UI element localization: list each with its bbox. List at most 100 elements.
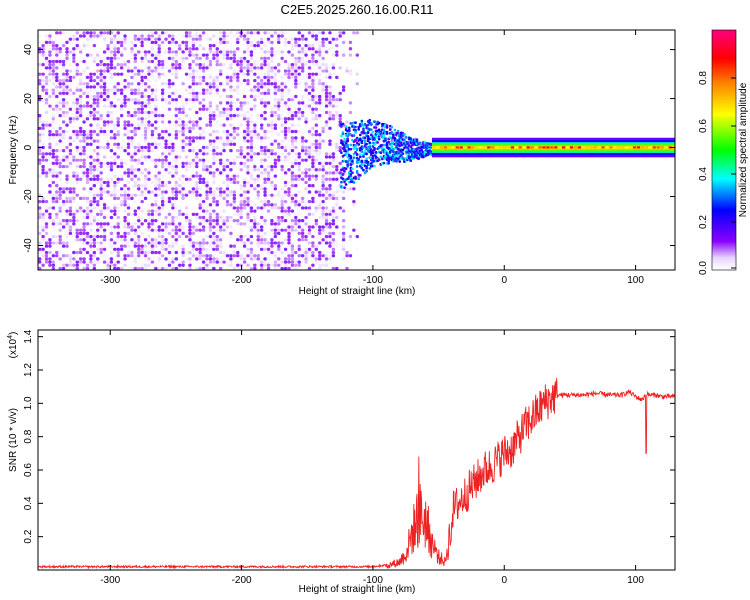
heatmap-cell: [311, 59, 315, 64]
heatmap-cell: [300, 110, 305, 115]
heatmap-cell: [195, 82, 199, 86]
heatmap-cell: [225, 133, 230, 137]
heatmap-cell: [249, 120, 254, 124]
heatmap-cell: [133, 53, 138, 57]
heatmap-cell: [218, 43, 223, 48]
heatmap-cell: [232, 203, 237, 207]
heatmap-cell: [358, 153, 362, 156]
heatmap-cell: [318, 142, 322, 146]
heatmap-cell: [270, 193, 274, 197]
heatmap-cell: [283, 193, 288, 197]
heatmap-cell: [154, 31, 158, 35]
heatmap-cell: [249, 50, 254, 54]
heatmap-cell: [215, 145, 219, 150]
heatmap-cell: [123, 257, 127, 261]
heatmap-cell: [99, 101, 103, 105]
heatmap-cell: [331, 206, 336, 210]
heatmap-cell: [534, 146, 538, 149]
heatmap-cell: [212, 180, 216, 185]
heatmap-cell: [188, 75, 192, 79]
heatmap-cell: [106, 142, 110, 146]
heatmap-cell: [157, 63, 161, 67]
heatmap-cell: [150, 250, 155, 255]
heatmap-cell: [294, 129, 298, 134]
heatmap-cell: [167, 215, 172, 220]
heatmap-cell: [246, 139, 250, 143]
heatmap-cell: [191, 149, 196, 153]
heatmap-cell: [201, 101, 206, 105]
heatmap-cell: [195, 126, 199, 130]
heatmap-cell: [150, 219, 155, 223]
heatmap-cell: [201, 177, 206, 181]
heatmap-cell: [379, 155, 383, 159]
heatmap-cell: [256, 136, 260, 140]
heatmap-cell: [191, 161, 196, 165]
heatmap-cell: [345, 260, 349, 264]
heatmap-cell: [38, 120, 42, 124]
heatmap-cell: [102, 187, 107, 191]
heatmap-cell: [318, 257, 322, 261]
heatmap-cell: [205, 168, 209, 172]
heatmap-cell: [65, 231, 69, 235]
heatmap-cell: [270, 152, 274, 156]
heatmap-cell: [75, 266, 79, 270]
heatmap-cell: [212, 238, 216, 242]
heatmap-cell: [208, 66, 213, 70]
heatmap-cell: [236, 91, 240, 95]
heatmap-cell: [116, 82, 120, 86]
heatmap-cell: [55, 75, 59, 79]
heatmap-cell: [328, 187, 332, 191]
heatmap-cell: [75, 66, 79, 70]
heatmap-cell: [140, 69, 144, 73]
heatmap-cell: [328, 155, 332, 159]
heatmap-cell: [58, 212, 62, 216]
heatmap-cell: [178, 209, 182, 213]
heatmap-cell: [201, 228, 206, 232]
heatmap-cell: [253, 94, 257, 99]
heatmap-cell: [41, 155, 45, 159]
heatmap-cell: [126, 107, 131, 111]
heatmap-cell: [157, 142, 161, 146]
heatmap-cell: [72, 75, 76, 79]
heatmap-cell: [178, 212, 182, 216]
heatmap-cell: [55, 47, 59, 51]
heatmap-cell: [208, 142, 213, 146]
heatmap-cell: [164, 222, 168, 226]
heatmap-cell: [205, 209, 209, 213]
heatmap-cell: [328, 98, 332, 102]
heatmap-cell: [68, 212, 73, 216]
heatmap-cell: [48, 257, 52, 261]
heatmap-cell: [331, 241, 336, 245]
heatmap-cell: [116, 145, 120, 150]
heatmap-cell: [467, 146, 471, 149]
heatmap-cell: [355, 247, 359, 251]
heatmap-cell: [609, 146, 613, 149]
heatmap-cell: [164, 98, 168, 102]
heatmap-cell: [154, 158, 158, 162]
heatmap-cell: [82, 209, 86, 213]
heatmap-cell: [352, 156, 356, 159]
heatmap-cell: [304, 88, 308, 92]
heatmap-cell: [174, 136, 178, 140]
heatmap-cell: [297, 222, 301, 226]
heatmap-cell: [357, 158, 361, 162]
heatmap-cell: [89, 238, 93, 242]
heatmap-cell: [283, 136, 288, 140]
heatmap-cell: [297, 72, 301, 76]
heatmap-cell: [119, 161, 124, 165]
heatmap-cell: [106, 168, 110, 172]
heatmap-cell: [137, 107, 141, 111]
heatmap-cell: [403, 133, 406, 136]
heatmap-cell: [178, 63, 182, 67]
heatmap-cell: [106, 31, 110, 35]
heatmap-cell: [85, 250, 90, 255]
heatmap-cell: [294, 40, 298, 44]
heatmap-cell: [68, 69, 73, 73]
heatmap-cell: [338, 91, 342, 95]
heatmap-cell: [89, 244, 93, 248]
heatmap-cell: [198, 136, 202, 140]
heatmap-cell: [116, 225, 120, 229]
heatmap-cell: [41, 72, 45, 76]
heatmap-cell: [443, 146, 448, 149]
heatmap-cell: [55, 85, 59, 89]
